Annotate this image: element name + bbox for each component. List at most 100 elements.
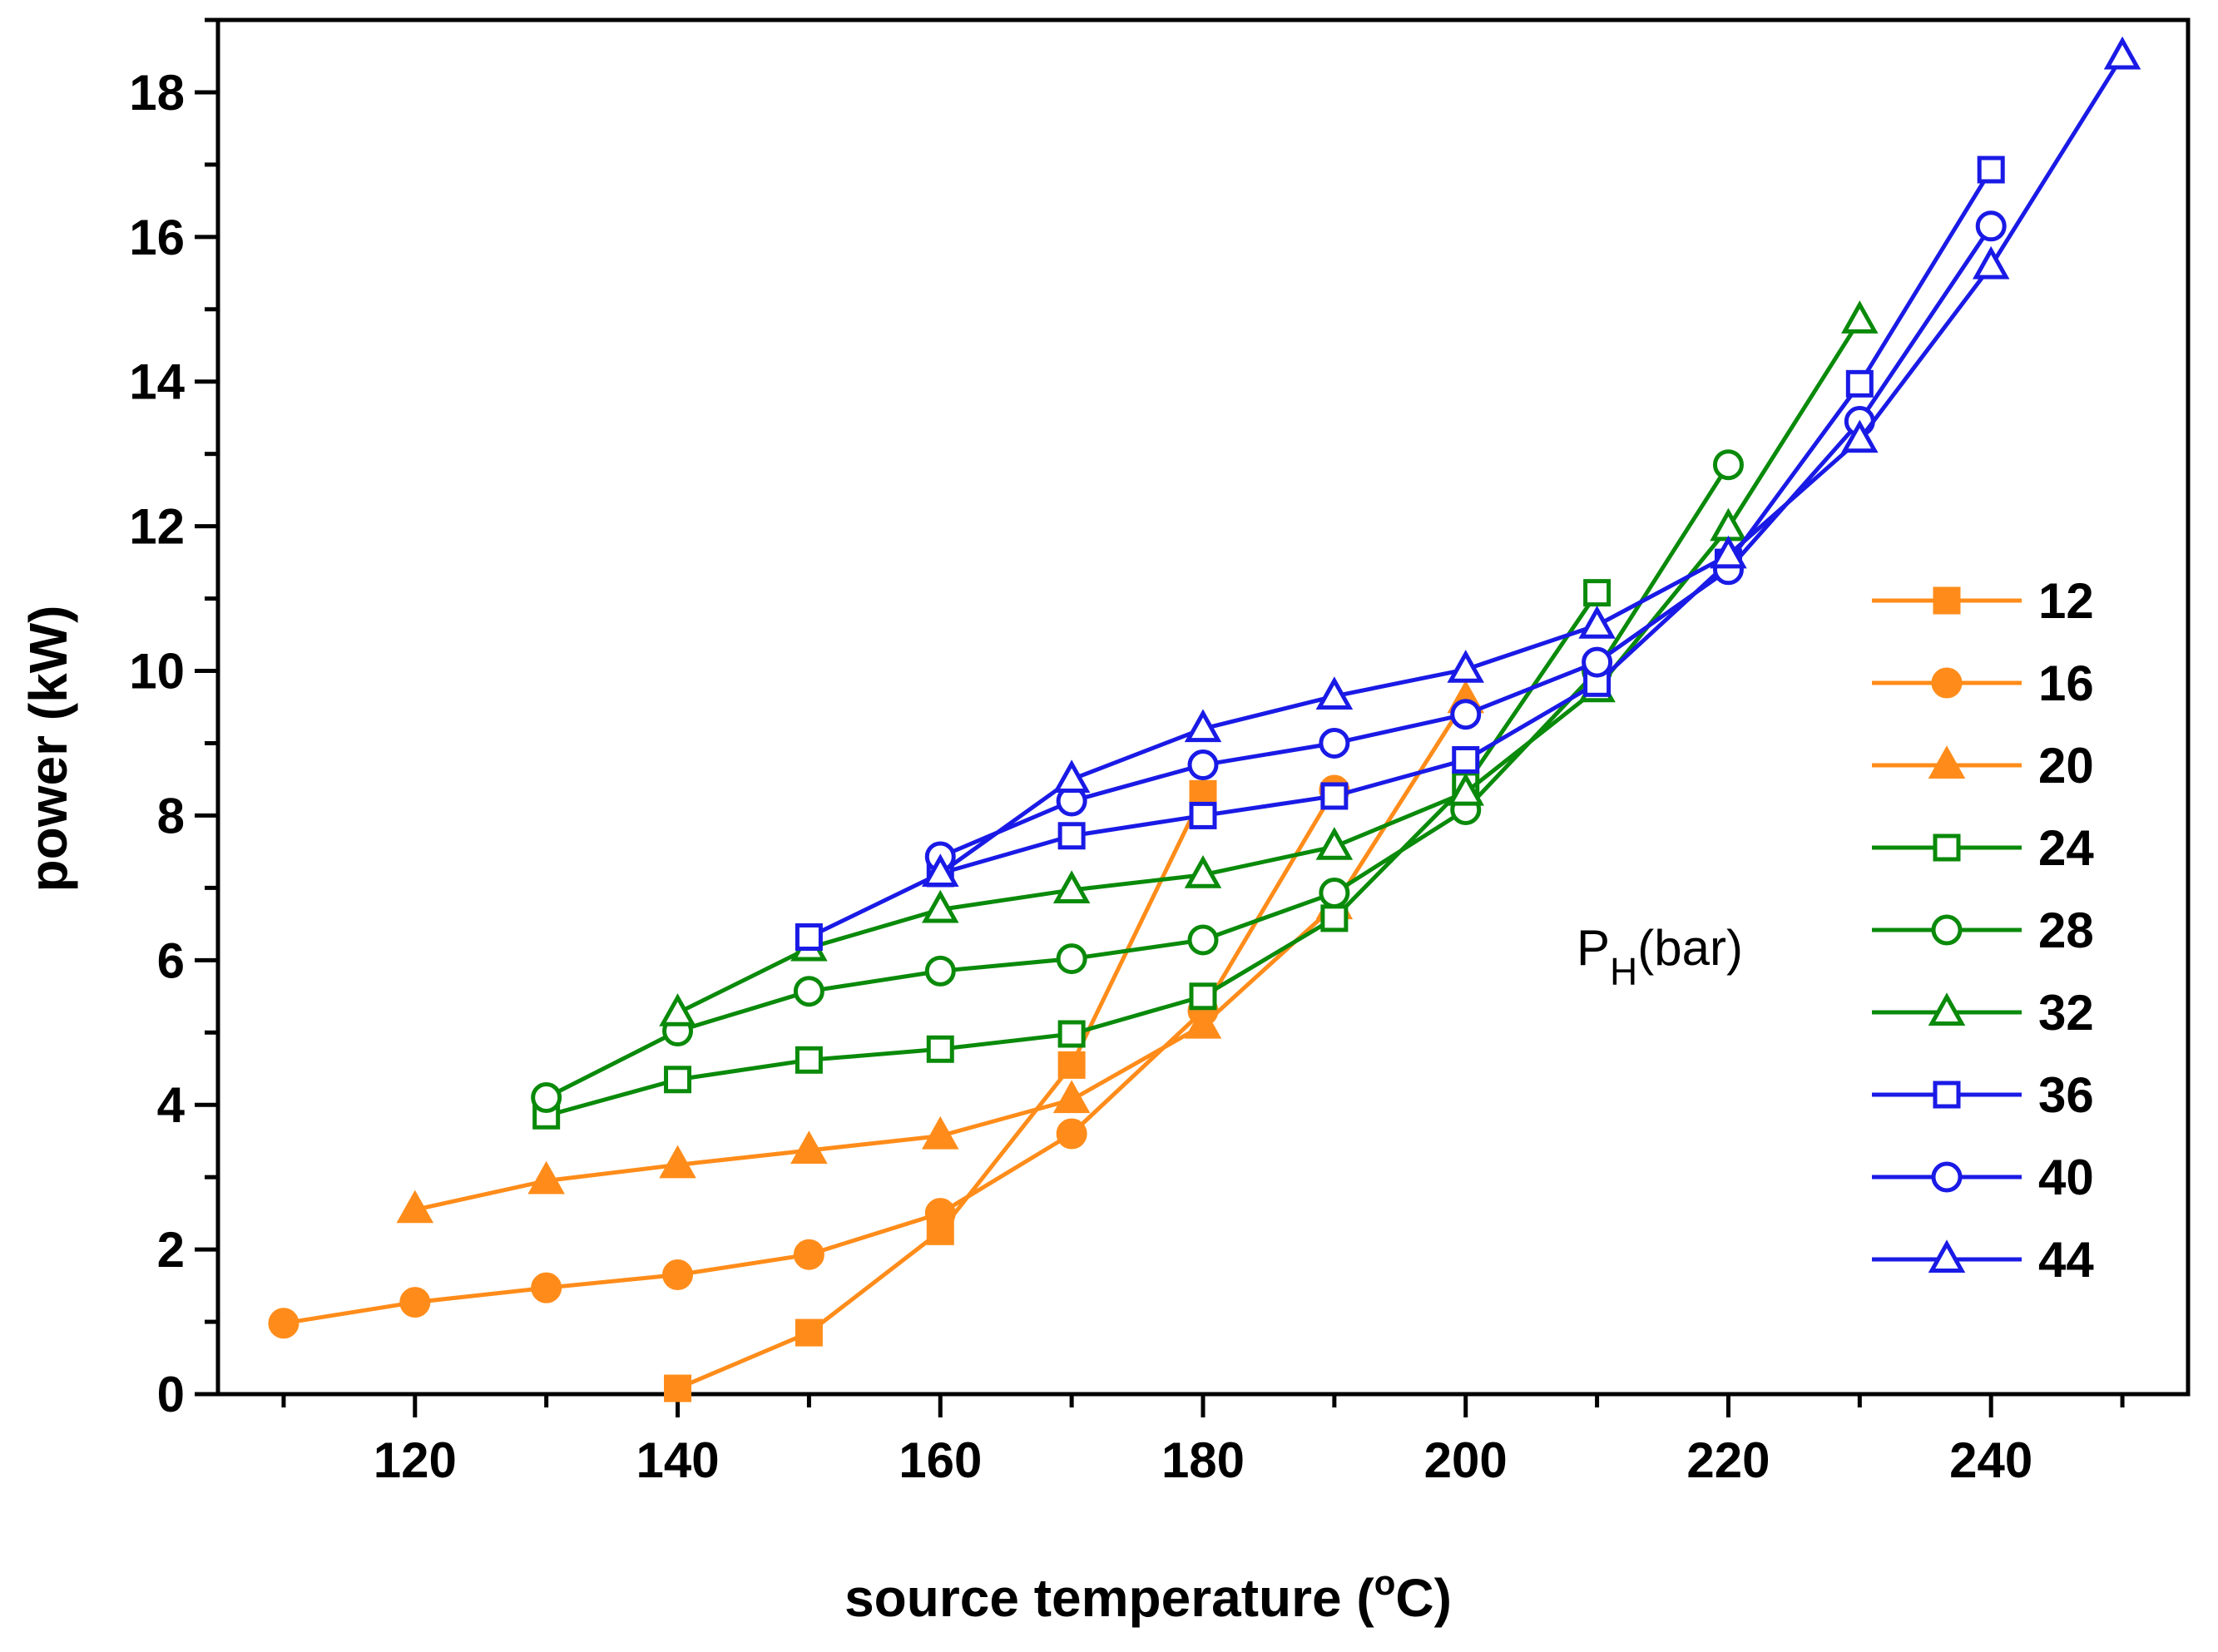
x-axis-title-degree: o [1374,1563,1396,1602]
legend-entry: 44 [1872,1232,2094,1288]
data-point-20 [1184,1005,1222,1039]
data-point-24 [1189,982,1217,1011]
y-tick-label: 8 [157,788,185,843]
data-point-36 [1845,369,1874,398]
legend-marker [1931,914,1963,946]
annotation-subscript: H [1610,950,1637,993]
legend-label: 32 [2038,985,2094,1041]
data-point-28 [531,1082,562,1114]
data-point-28 [1187,924,1219,956]
data-point-40 [1582,646,1613,678]
legend-entry: 12 [1872,573,2094,629]
data-point-36 [1977,156,2005,184]
data-point-40 [1975,210,2007,242]
y-tick-label: 14 [129,354,185,410]
x-tick-label: 140 [636,1432,719,1488]
data-point-16 [662,1259,694,1291]
annotation-main: P [1577,920,1610,976]
x-tick-label: 180 [1161,1432,1245,1488]
legend-entry: 28 [1872,903,2094,958]
legend-marker [1933,586,1961,615]
series-20 [396,680,1485,1224]
y-axis-title: power (kW) [18,606,78,893]
data-point-32 [1315,827,1354,860]
data-point-44 [1052,759,1091,793]
data-point-12 [664,1374,692,1402]
y-tick-label: 10 [129,644,185,700]
data-point-40 [1319,727,1350,759]
series-line-36 [808,168,1993,939]
legend-marker [1931,667,1963,699]
data-point-44 [921,853,959,887]
data-point-32 [1184,855,1222,888]
legend-entry: 36 [1872,1067,2094,1123]
legend-marker [1928,1239,1966,1273]
data-point-16 [1056,1118,1087,1150]
y-tick-label: 2 [157,1222,185,1278]
legend-marker [1933,1081,1961,1109]
legend-entry: 40 [1872,1150,2094,1205]
data-point-12 [795,1318,823,1347]
series-24 [532,579,1612,1130]
data-point-44 [1447,650,1485,683]
data-point-16 [399,1287,431,1318]
legend-marker [1928,992,1966,1026]
x-tick-label: 220 [1686,1432,1770,1488]
legend-label: 40 [2038,1150,2094,1205]
data-point-32 [1841,300,1879,334]
legend-label: 44 [2038,1232,2094,1288]
axis-ticks [195,17,2125,1417]
data-point-36 [1057,822,1086,850]
pressure-annotation: PH(bar) [1577,920,1743,993]
y-tick-label: 12 [129,499,185,555]
data-point-12 [1057,1051,1086,1079]
data-point-28 [1319,877,1350,908]
data-point-20 [659,1145,696,1179]
x-tick-label: 120 [374,1432,457,1488]
data-point-28 [924,955,956,987]
data-point-24 [664,1066,692,1094]
data-point-44 [1841,419,1879,453]
data-point-24 [1583,579,1612,607]
data-point-44 [1710,535,1747,569]
data-point-32 [659,993,696,1026]
data-point-32 [1710,507,1747,542]
legend-label: 12 [2038,573,2094,629]
data-point-24 [795,1046,823,1074]
legend: 12 16 20 24 28 32 36 40 44 [1872,573,2094,1288]
legend-entry: 20 [1872,738,2094,794]
data-point-44 [1578,606,1616,639]
legend-marker [1933,833,1961,862]
legend-marker [1931,1161,1963,1193]
x-axis-title: source temperature (oC) [844,1563,1452,1628]
data-point-20 [1052,1080,1091,1114]
data-point-36 [1452,745,1480,774]
legend-entry: 16 [1872,655,2094,711]
data-point-24 [1320,904,1349,932]
legend-label: 16 [2038,655,2094,711]
x-tick-label: 160 [899,1432,982,1488]
data-point-36 [1320,782,1349,810]
x-tick-label: 200 [1424,1432,1508,1488]
x-tick-label: 240 [1949,1432,2032,1488]
legend-label: 20 [2038,738,2094,794]
legend-label: 36 [2038,1067,2094,1123]
data-point-20 [527,1160,565,1194]
legend-label: 28 [2038,903,2094,958]
y-tick-label: 16 [129,210,185,265]
data-point-28 [1712,449,1744,481]
data-series [268,36,2141,1402]
data-point-16 [924,1198,956,1229]
data-point-16 [268,1308,300,1339]
data-point-16 [531,1272,562,1303]
annotation-rest: (bar) [1637,920,1743,976]
series-line-32 [676,319,1862,1016]
legend-entry: 32 [1872,985,2094,1041]
series-32 [659,300,1879,1026]
data-point-44 [1184,709,1222,743]
data-point-36 [1189,801,1217,829]
data-point-32 [1052,870,1091,903]
data-point-24 [1057,1020,1086,1048]
legend-marker [1928,745,1966,779]
